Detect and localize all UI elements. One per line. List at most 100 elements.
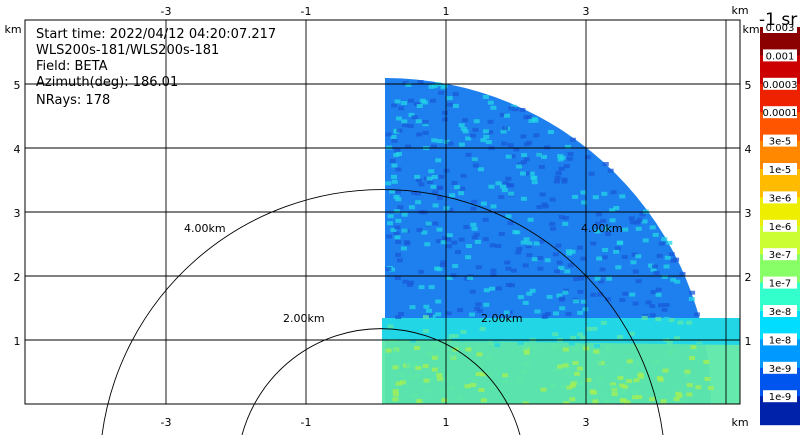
beta-speckle bbox=[690, 345, 697, 350]
y-tick-left-4: 4 bbox=[14, 143, 21, 156]
beta-speckle bbox=[619, 389, 626, 394]
beta-speckles bbox=[385, 80, 714, 404]
beta-speckle bbox=[621, 255, 628, 259]
beta-speckle bbox=[668, 330, 675, 335]
beta-speckle bbox=[462, 129, 469, 134]
beta-speckle bbox=[641, 219, 648, 224]
beta-speckle bbox=[531, 117, 538, 121]
beta-speckle bbox=[415, 366, 422, 370]
beta-speckle bbox=[661, 274, 668, 279]
beta-speckle bbox=[670, 258, 677, 263]
beta-speckle bbox=[477, 167, 484, 172]
beta-speckle bbox=[475, 345, 482, 350]
beta-speckle bbox=[449, 193, 456, 198]
beta-speckle bbox=[541, 314, 548, 319]
beta-speckle bbox=[547, 331, 554, 336]
beta-speckle bbox=[528, 171, 535, 176]
beta-speckle bbox=[487, 130, 494, 135]
beta-speckle bbox=[438, 90, 445, 95]
beta-speckle bbox=[610, 190, 617, 195]
beta-speckle bbox=[408, 98, 415, 103]
beta-speckle bbox=[465, 152, 472, 157]
beta-speckle bbox=[526, 253, 533, 258]
beta-speckle bbox=[653, 359, 660, 364]
beta-speckle bbox=[557, 157, 564, 162]
beta-speckle bbox=[495, 286, 502, 291]
y-tick-right-1: 1 bbox=[745, 335, 752, 348]
beta-speckle bbox=[424, 242, 431, 247]
beta-speckle bbox=[565, 325, 572, 330]
colorbar-label-box bbox=[763, 134, 797, 147]
beta-speckle bbox=[628, 331, 635, 336]
beta-speckle bbox=[633, 378, 640, 383]
beta-speckle bbox=[432, 190, 439, 195]
y-axis-left: km 5 4 3 2 1 bbox=[4, 23, 21, 348]
beta-speckle bbox=[592, 399, 599, 404]
beta-speckle bbox=[552, 332, 559, 337]
beta-speckle bbox=[430, 184, 437, 189]
plot-frame bbox=[24, 19, 741, 405]
beta-speckle bbox=[629, 220, 636, 225]
beta-speckle bbox=[520, 160, 527, 165]
beta-speckle bbox=[649, 304, 656, 309]
beta-speckle bbox=[431, 355, 438, 360]
beta-speckle bbox=[565, 312, 572, 316]
beta-speckle bbox=[401, 228, 408, 233]
beta-speckle bbox=[553, 311, 559, 316]
beta-speckle bbox=[549, 197, 556, 202]
beta-speckle bbox=[428, 377, 435, 382]
colorbar-label-box bbox=[763, 333, 797, 346]
beta-speckle bbox=[490, 204, 497, 209]
beta-speckle bbox=[528, 118, 535, 123]
beta-speckle bbox=[459, 186, 466, 191]
beta-speckle bbox=[594, 276, 601, 281]
beta-speckle bbox=[394, 99, 401, 104]
beta-speckle bbox=[649, 313, 656, 318]
beta-speckle bbox=[523, 115, 530, 120]
beta-speckle bbox=[490, 268, 497, 273]
range-rings bbox=[101, 189, 664, 435]
colorbar-label-box bbox=[763, 106, 797, 119]
beta-speckle bbox=[588, 171, 595, 176]
beta-speckle bbox=[400, 246, 407, 251]
beta-speckle bbox=[529, 288, 536, 293]
beta-speckle bbox=[495, 181, 502, 186]
beta-speckle bbox=[416, 104, 423, 108]
colorbar-label: 1e-5 bbox=[769, 165, 792, 176]
beta-speckle bbox=[401, 324, 408, 329]
beta-speckle bbox=[534, 309, 541, 314]
beta-speckle bbox=[470, 206, 477, 211]
beta-speckle bbox=[655, 287, 662, 292]
beta-speckle bbox=[517, 377, 524, 381]
beta-speckle bbox=[635, 361, 642, 366]
beta-speckle bbox=[401, 212, 408, 217]
beta-speckle bbox=[404, 241, 411, 246]
beta-speckle bbox=[593, 349, 600, 354]
beta-speckle bbox=[499, 112, 506, 117]
beta-speckle bbox=[487, 100, 494, 105]
beta-speckle bbox=[531, 180, 538, 185]
beta-speckle bbox=[632, 344, 638, 349]
beta-speckle bbox=[530, 176, 537, 180]
beta-speckle bbox=[476, 363, 483, 368]
beta-speckle bbox=[471, 199, 478, 204]
beta-speckle bbox=[391, 163, 398, 168]
beta-speckle bbox=[431, 175, 438, 179]
beta-speckle bbox=[663, 316, 670, 321]
beta-speckle bbox=[391, 179, 398, 184]
beta-speckle bbox=[520, 171, 526, 176]
beta-speckle bbox=[521, 370, 528, 375]
beta-speckle bbox=[589, 389, 596, 394]
start-time-label: Start time: 2022/04/12 04:20:07.217 bbox=[36, 27, 277, 42]
beta-speckle bbox=[631, 252, 638, 257]
ring-label-4km-right: 4.00km bbox=[581, 222, 623, 235]
colorbar-label-box bbox=[763, 191, 797, 204]
beta-speckle bbox=[673, 397, 680, 401]
beta-speckle bbox=[385, 132, 392, 137]
beta-speckle bbox=[416, 132, 423, 137]
beta-speckle bbox=[520, 240, 527, 245]
y-unit-right: km bbox=[742, 23, 759, 36]
beta-speckle bbox=[587, 336, 594, 341]
beta-speckle bbox=[451, 181, 458, 185]
